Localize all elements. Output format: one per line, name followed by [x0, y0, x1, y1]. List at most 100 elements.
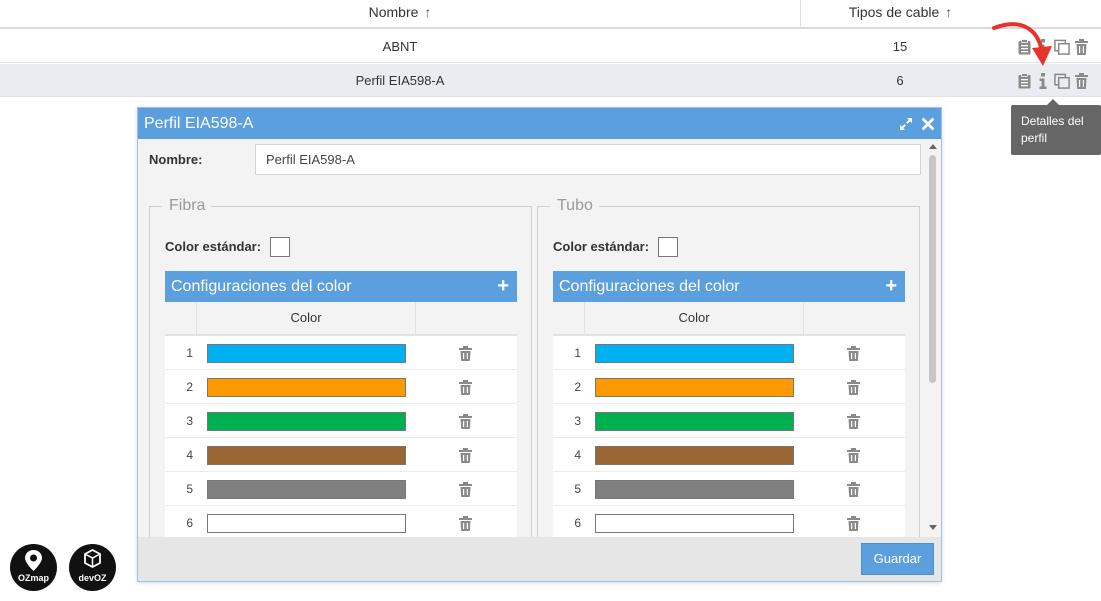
modal-scrollbar[interactable]	[926, 141, 940, 537]
color-row-index: 4	[186, 448, 193, 462]
color-estandar-label: Color estándar:	[165, 239, 262, 254]
color-row: 4	[553, 438, 905, 472]
table-row[interactable]: Perfil EIA598-A 6	[0, 64, 1101, 97]
column-header-nombre-label: Nombre	[368, 4, 419, 20]
modal-title: Perfil EIA598-A	[144, 115, 254, 132]
nombre-label: Nombre:	[149, 152, 203, 167]
config-color-title: Configuraciones del color	[171, 278, 352, 295]
color-row: 6	[553, 506, 905, 537]
color-row-index: 1	[186, 346, 193, 360]
tooltip-text: Detalles del perfil	[1021, 114, 1084, 145]
scroll-up-arrow-icon[interactable]	[929, 144, 937, 149]
clipboard-list-icon[interactable]	[1016, 38, 1032, 55]
trash-icon[interactable]	[1073, 38, 1089, 55]
color-row-index: 6	[186, 516, 193, 530]
color-row-index: 5	[574, 482, 581, 496]
save-button[interactable]: Guardar	[861, 543, 934, 575]
tooltip-detalles-perfil: Detalles del perfil	[1011, 99, 1101, 155]
clipboard-list-icon[interactable]	[1016, 72, 1032, 89]
config-color-header: Configuraciones del color +	[553, 271, 905, 302]
modal-header[interactable]: Perfil EIA598-A	[138, 108, 941, 139]
color-column-header: Color	[197, 302, 416, 336]
sort-ascending-icon[interactable]: ↑	[424, 4, 432, 20]
actions-column-header	[416, 302, 517, 336]
sort-ascending-icon[interactable]: ↑	[945, 4, 953, 20]
trash-icon[interactable]	[458, 447, 473, 463]
color-swatch[interactable]	[207, 446, 406, 465]
trash-icon[interactable]	[458, 345, 473, 361]
trash-icon[interactable]	[846, 413, 861, 429]
map-pin-icon	[25, 550, 42, 571]
color-row-index: 3	[574, 414, 581, 428]
color-swatch[interactable]	[595, 412, 794, 431]
color-row: 3	[165, 404, 517, 438]
color-column-header: Color	[585, 302, 804, 336]
maximize-icon[interactable]	[899, 117, 913, 131]
trash-icon[interactable]	[458, 515, 473, 531]
color-row-index: 2	[574, 380, 581, 394]
color-row-index: 2	[186, 380, 193, 394]
trash-icon[interactable]	[846, 379, 861, 395]
column-header-tipos[interactable]: Tipos de cable ↑	[800, 0, 1000, 27]
color-row-index: 3	[186, 414, 193, 428]
trash-icon[interactable]	[846, 447, 861, 463]
color-swatch[interactable]	[595, 480, 794, 499]
color-row-index: 5	[186, 482, 193, 496]
nombre-field[interactable]	[255, 144, 921, 175]
scroll-down-arrow-icon[interactable]	[929, 525, 937, 530]
ozmap-logo-text: OZmap	[17, 573, 49, 583]
color-estandar-label: Color estándar:	[553, 239, 650, 254]
trash-icon[interactable]	[846, 515, 861, 531]
color-swatch[interactable]	[595, 378, 794, 397]
color-row: 2	[553, 370, 905, 404]
trash-icon[interactable]	[458, 481, 473, 497]
row-nombre: Perfil EIA598-A	[355, 73, 445, 88]
add-color-button[interactable]: +	[885, 275, 897, 297]
scrollbar-thumb[interactable]	[929, 155, 936, 383]
color-swatch[interactable]	[207, 480, 406, 499]
color-swatch[interactable]	[207, 514, 406, 533]
row-actions	[1016, 72, 1089, 89]
table-row[interactable]: ABNT 15	[0, 30, 1101, 63]
modal-footer: Guardar	[138, 537, 941, 581]
row-tipos-count: 15	[892, 39, 908, 54]
add-color-button[interactable]: +	[497, 275, 509, 297]
column-header-nombre[interactable]: Nombre ↑	[0, 0, 800, 27]
duplicate-icon[interactable]	[1054, 38, 1070, 55]
modal-controls	[899, 108, 935, 139]
color-swatch[interactable]	[595, 446, 794, 465]
color-swatch[interactable]	[207, 378, 406, 397]
pointer-arrow-icon	[992, 22, 1052, 66]
color-swatch[interactable]	[207, 412, 406, 431]
trash-icon[interactable]	[458, 379, 473, 395]
devoz-logo-text: devOZ	[78, 573, 107, 583]
tubo-legend: Tubo	[550, 196, 599, 216]
fibra-fieldset: Fibra Color estándar: Configuraciones de…	[149, 196, 532, 537]
color-estandar-checkbox[interactable]	[270, 237, 290, 257]
color-swatch[interactable]	[207, 344, 406, 363]
color-row: 1	[165, 336, 517, 370]
tubo-fieldset: Tubo Color estándar: Configuraciones del…	[537, 196, 920, 537]
duplicate-icon[interactable]	[1054, 72, 1070, 89]
devoz-logo: devOZ	[69, 544, 116, 591]
color-swatch[interactable]	[595, 514, 794, 533]
close-icon[interactable]	[921, 117, 935, 131]
color-row: 2	[165, 370, 517, 404]
info-icon[interactable]	[1035, 72, 1051, 89]
color-estandar-checkbox[interactable]	[658, 237, 678, 257]
index-column-header	[165, 302, 197, 336]
color-row-index: 4	[574, 448, 581, 462]
trash-icon[interactable]	[458, 413, 473, 429]
row-tipos-count: 6	[896, 73, 904, 88]
config-color-header: Configuraciones del color +	[165, 271, 517, 302]
color-row: 6	[165, 506, 517, 537]
trash-icon[interactable]	[846, 481, 861, 497]
config-color-title: Configuraciones del color	[559, 278, 740, 295]
color-row: 1	[553, 336, 905, 370]
color-swatch[interactable]	[595, 344, 794, 363]
color-row: 4	[165, 438, 517, 472]
ozmap-logo: OZmap	[10, 544, 57, 591]
trash-icon[interactable]	[846, 345, 861, 361]
row-nombre: ABNT	[382, 39, 418, 54]
trash-icon[interactable]	[1073, 72, 1089, 89]
